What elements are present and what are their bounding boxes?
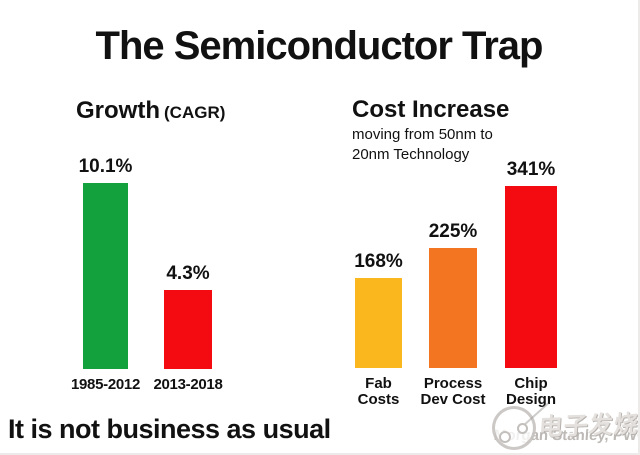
cost-chart-subtitle-line1: moving from 50nm to [352,126,493,143]
bar-value-label: 341% [506,159,556,180]
bar-value-label: 10.1% [78,156,133,177]
bar-category-label: Process Dev Cost [420,375,486,409]
footer-headline: It is not business as usual [8,414,331,444]
bar-category-label: 2013-2018 [153,376,223,393]
watermark-logo-node-icon [499,431,511,443]
bar-value-label: 168% [354,251,403,272]
bar-category-label: Fab Costs [357,375,400,409]
bar-column: 10.1% 1985-2012 [71,150,140,393]
cost-bars: 168% Fab Costs 225% Process Dev Cost 341% Chi… [354,150,557,408]
cost-chart-title: Cost Increase [352,96,510,123]
bar-category-label: Chip Design [505,375,557,409]
bar-column: 225% Process Dev Cost [420,150,485,408]
bar [164,290,212,369]
growth-bars: 10.1% 1985-2012 4.3% 2013-2018 [71,150,223,393]
bar-value-label: 4.3% [166,263,210,284]
growth-chart-title-note: (CAGR) [164,103,226,122]
watermark-logo-circle [492,406,536,450]
cost-chart-heading: Cost Increase moving from 50nm to 20nm T… [352,96,509,163]
watermark-logo-node-icon [517,423,528,434]
bar-category-label: 1985-2012 [70,376,141,393]
growth-chart-heading: Growth (CAGR) [76,97,225,125]
bar [83,183,128,369]
bar-column: 341% Chip Design [505,150,557,408]
watermark-text: 电子发烧友 [537,409,640,442]
growth-chart-title: Growth [76,97,160,124]
bar-column: 4.3% 2013-2018 [153,150,222,393]
bar [505,186,557,368]
bar [429,248,477,368]
bar-value-label: 225% [428,221,478,242]
bar-column: 168% Fab Costs [354,150,403,408]
cost-chart-subtitle-line2: 20nm Technology [352,145,470,163]
bar [355,278,402,368]
page-title: The Semiconductor Trap [95,24,544,68]
